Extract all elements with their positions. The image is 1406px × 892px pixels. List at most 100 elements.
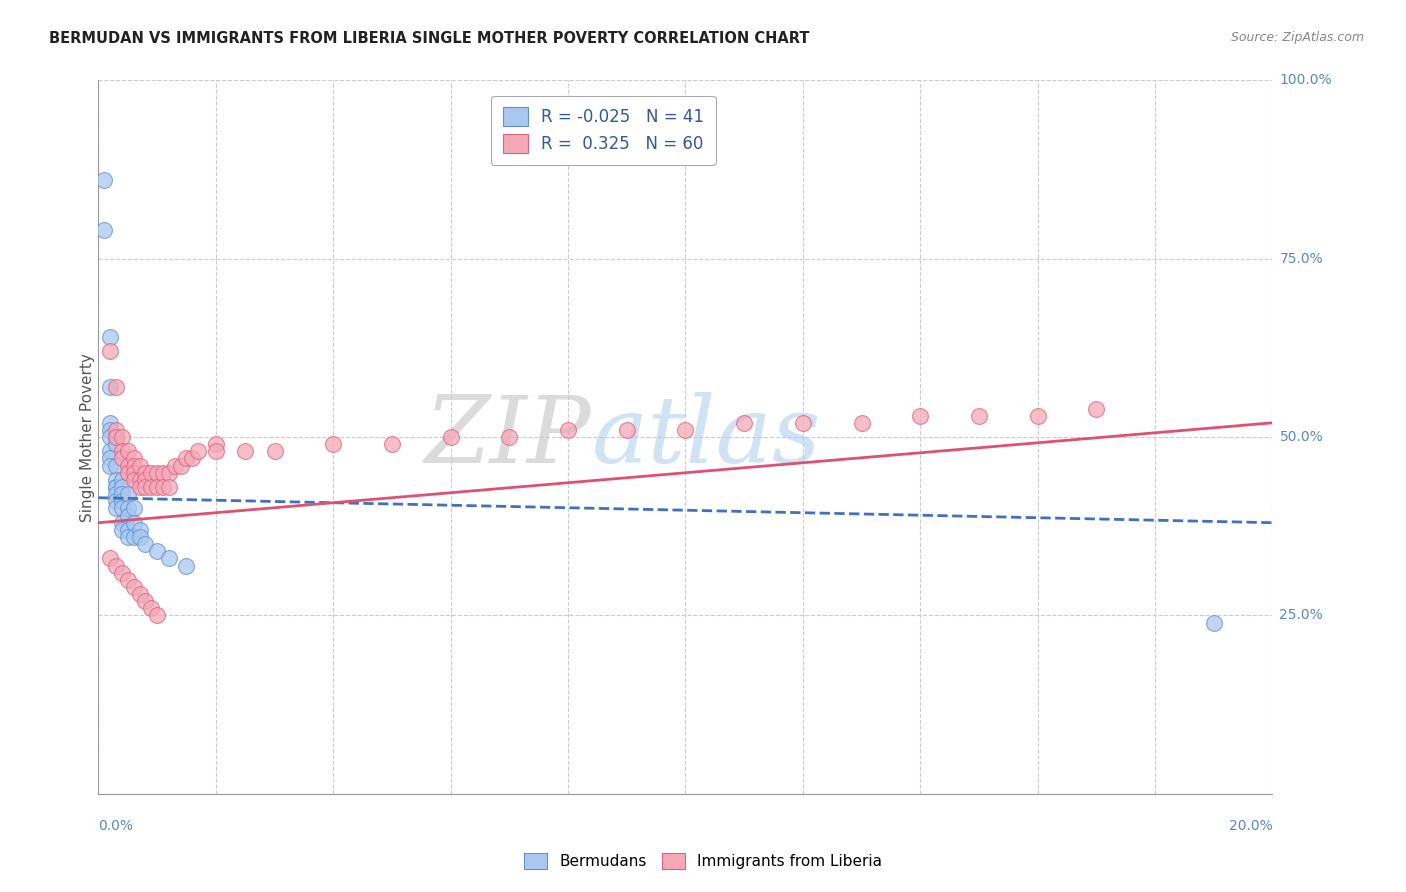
Point xyxy=(98,423,121,437)
Point xyxy=(111,566,134,580)
Text: 100.0%: 100.0% xyxy=(1279,73,1331,87)
Point xyxy=(105,480,128,494)
Point xyxy=(98,444,121,458)
Text: Source: ZipAtlas.com: Source: ZipAtlas.com xyxy=(1230,31,1364,45)
Point xyxy=(117,458,139,473)
Point xyxy=(105,487,128,501)
Point xyxy=(122,580,145,594)
Point xyxy=(98,451,121,466)
Point xyxy=(98,330,121,344)
Point xyxy=(263,444,285,458)
Point xyxy=(128,458,150,473)
Point xyxy=(128,480,150,494)
Point xyxy=(111,451,134,466)
Point xyxy=(105,480,128,494)
Point xyxy=(122,451,145,466)
Point xyxy=(134,594,156,608)
Point xyxy=(117,487,139,501)
Point xyxy=(111,487,134,501)
Point xyxy=(233,444,256,458)
Point xyxy=(111,523,134,537)
Point xyxy=(134,537,156,551)
Legend: Bermudans, Immigrants from Liberia: Bermudans, Immigrants from Liberia xyxy=(517,847,889,875)
Point xyxy=(176,558,198,573)
Point xyxy=(134,473,156,487)
Point xyxy=(98,551,121,566)
Point xyxy=(117,523,139,537)
Point xyxy=(141,480,163,494)
Point xyxy=(98,380,121,394)
Point xyxy=(141,601,163,615)
Text: 20.0%: 20.0% xyxy=(1229,819,1272,833)
Point xyxy=(157,466,180,480)
Point xyxy=(98,458,121,473)
Point xyxy=(111,516,134,530)
Point xyxy=(163,458,186,473)
Point xyxy=(181,451,204,466)
Point xyxy=(117,508,139,523)
Point xyxy=(152,480,174,494)
Legend: R = -0.025   N = 41, R =  0.325   N = 60: R = -0.025 N = 41, R = 0.325 N = 60 xyxy=(491,95,716,165)
Text: atlas: atlas xyxy=(592,392,821,482)
Point xyxy=(322,437,344,451)
Point xyxy=(105,430,128,444)
Point xyxy=(122,516,145,530)
Point xyxy=(205,437,228,451)
Point xyxy=(105,473,128,487)
Text: BERMUDAN VS IMMIGRANTS FROM LIBERIA SINGLE MOTHER POVERTY CORRELATION CHART: BERMUDAN VS IMMIGRANTS FROM LIBERIA SING… xyxy=(49,31,810,46)
Point xyxy=(616,423,638,437)
Point xyxy=(105,494,128,508)
Point xyxy=(187,444,209,458)
Point xyxy=(205,444,228,458)
Point xyxy=(381,437,404,451)
Point xyxy=(122,501,145,516)
Point xyxy=(128,587,150,601)
Point xyxy=(122,466,145,480)
Point xyxy=(122,530,145,544)
Point xyxy=(122,473,145,487)
Point xyxy=(134,480,156,494)
Point xyxy=(176,451,198,466)
Point xyxy=(146,608,169,623)
Point xyxy=(93,173,115,187)
Point xyxy=(146,544,169,558)
Point xyxy=(967,409,990,423)
Point xyxy=(1085,401,1108,416)
Text: ZIP: ZIP xyxy=(425,392,592,482)
Point xyxy=(117,466,139,480)
Text: 0.0%: 0.0% xyxy=(98,819,134,833)
Point xyxy=(111,430,134,444)
Point xyxy=(93,223,115,237)
Point xyxy=(111,494,134,508)
Point xyxy=(105,558,128,573)
Point xyxy=(111,444,134,458)
Point xyxy=(498,430,520,444)
Point xyxy=(128,530,150,544)
Point xyxy=(1202,615,1225,630)
Point xyxy=(105,380,128,394)
Point xyxy=(439,430,461,444)
Point xyxy=(111,473,134,487)
Point xyxy=(675,423,697,437)
Point xyxy=(98,430,121,444)
Point xyxy=(1026,409,1049,423)
Point xyxy=(910,409,932,423)
Point xyxy=(111,480,134,494)
Point xyxy=(105,458,128,473)
Point xyxy=(146,466,169,480)
Point xyxy=(117,501,139,516)
Point xyxy=(111,501,134,516)
Point xyxy=(141,466,163,480)
Point xyxy=(105,430,128,444)
Point xyxy=(157,551,180,566)
Point xyxy=(146,480,169,494)
Point xyxy=(128,523,150,537)
Point xyxy=(152,466,174,480)
Point xyxy=(105,437,128,451)
Text: 75.0%: 75.0% xyxy=(1279,252,1323,266)
Point xyxy=(98,416,121,430)
Point xyxy=(105,501,128,516)
Point xyxy=(157,480,180,494)
Point xyxy=(792,416,814,430)
Text: 25.0%: 25.0% xyxy=(1279,608,1323,623)
